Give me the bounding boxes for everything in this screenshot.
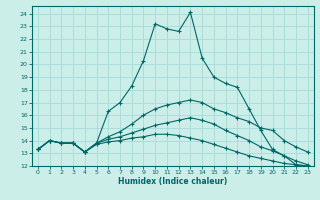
X-axis label: Humidex (Indice chaleur): Humidex (Indice chaleur) — [118, 177, 228, 186]
